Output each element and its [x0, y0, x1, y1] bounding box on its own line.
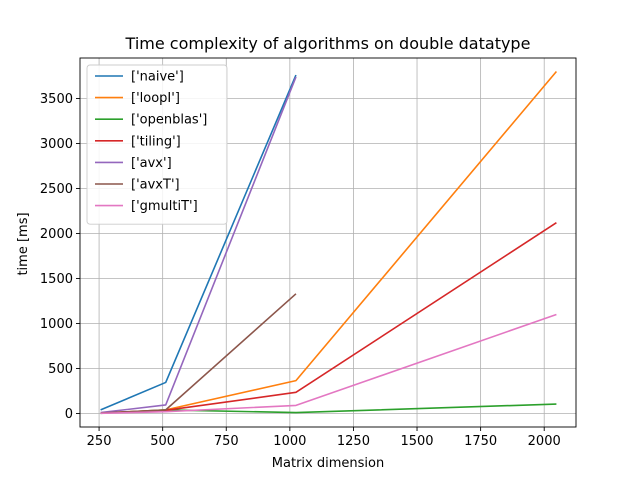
y-tick-label: 1000 — [40, 317, 73, 332]
x-tick-label: 1250 — [337, 434, 370, 449]
series-line-0 — [100, 74, 297, 411]
y-tick-label: 1500 — [40, 272, 73, 287]
plot-area: 250 500 750 1000 1250 1500 1750 2000 0 500 1000 150… — [40, 57, 577, 449]
y-tick-label: 3500 — [40, 92, 73, 107]
y-tick-label: 2500 — [40, 182, 73, 197]
x-tick-label: 1500 — [400, 434, 433, 449]
y-tick-label: 3000 — [40, 137, 73, 152]
chart-title: Time complexity of algorithms on double … — [125, 34, 531, 53]
legend-label: ['avx'] — [131, 156, 172, 171]
x-tick-label: 1000 — [273, 434, 306, 449]
legend-label: ['gmultiT'] — [131, 199, 198, 214]
x-axis-label: Matrix dimension — [272, 456, 384, 471]
legend-label: ['loopI'] — [131, 91, 180, 106]
y-axis-label: time [ms] — [16, 212, 31, 275]
x-tick-label: 750 — [214, 434, 239, 449]
x-tick-label: 250 — [87, 434, 112, 449]
x-tick-label: 1750 — [464, 434, 497, 449]
axes-frame — [79, 57, 577, 428]
y-tick-label: 500 — [48, 362, 73, 377]
y-tick-label: 0 — [65, 407, 73, 422]
y-tick-label: 2000 — [40, 227, 73, 242]
legend-label: ['avxT'] — [131, 178, 180, 193]
legend-label: ['naive'] — [131, 70, 184, 85]
series-line-6 — [100, 313, 557, 415]
legend-label: ['tiling'] — [131, 134, 181, 149]
x-tick-label: 500 — [150, 434, 175, 449]
x-tick-label: 2000 — [528, 434, 561, 449]
series-line-4 — [100, 76, 297, 414]
legend-label: ['openblas'] — [131, 113, 207, 128]
